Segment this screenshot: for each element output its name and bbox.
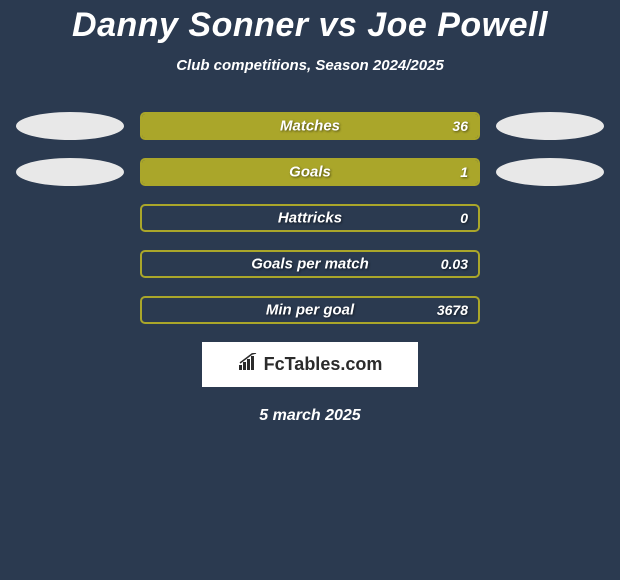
logo-text: FcTables.com (264, 354, 383, 375)
comparison-widget: Danny Sonner vs Joe Powell Club competit… (0, 0, 620, 425)
stat-bar: Matches 36 (140, 112, 480, 140)
stat-bar: Goals 1 (140, 158, 480, 186)
spacer (16, 204, 124, 232)
stat-label: Hattricks (278, 210, 342, 227)
stat-value: 0 (460, 210, 468, 226)
stat-row: Hattricks 0 (0, 204, 620, 232)
subtitle: Club competitions, Season 2024/2025 (0, 57, 620, 74)
stat-label: Min per goal (266, 302, 354, 319)
stat-value: 0.03 (441, 256, 468, 272)
stat-label: Goals (289, 164, 331, 181)
logo-box[interactable]: FcTables.com (202, 342, 418, 387)
stat-bar: Goals per match 0.03 (140, 250, 480, 278)
stat-row: Matches 36 (0, 112, 620, 140)
player-left-marker (16, 112, 124, 140)
stat-value: 36 (452, 118, 468, 134)
date-label: 5 march 2025 (0, 407, 620, 425)
stat-bar: Min per goal 3678 (140, 296, 480, 324)
spacer (496, 250, 604, 278)
stat-value: 3678 (437, 302, 468, 318)
spacer (16, 296, 124, 324)
chart-icon (238, 353, 260, 376)
stat-bar: Hattricks 0 (140, 204, 480, 232)
player-right-marker (496, 112, 604, 140)
stat-rows: Matches 36 Goals 1 Hattricks 0 Goals per match… (0, 112, 620, 324)
spacer (496, 204, 604, 232)
spacer (496, 296, 604, 324)
stat-row: Goals per match 0.03 (0, 250, 620, 278)
player-left-marker (16, 158, 124, 186)
stat-row: Goals 1 (0, 158, 620, 186)
page-title: Danny Sonner vs Joe Powell (0, 6, 620, 45)
stat-row: Min per goal 3678 (0, 296, 620, 324)
spacer (16, 250, 124, 278)
player-right-marker (496, 158, 604, 186)
stat-label: Goals per match (251, 256, 369, 273)
stat-label: Matches (280, 118, 340, 135)
stat-value: 1 (460, 164, 468, 180)
